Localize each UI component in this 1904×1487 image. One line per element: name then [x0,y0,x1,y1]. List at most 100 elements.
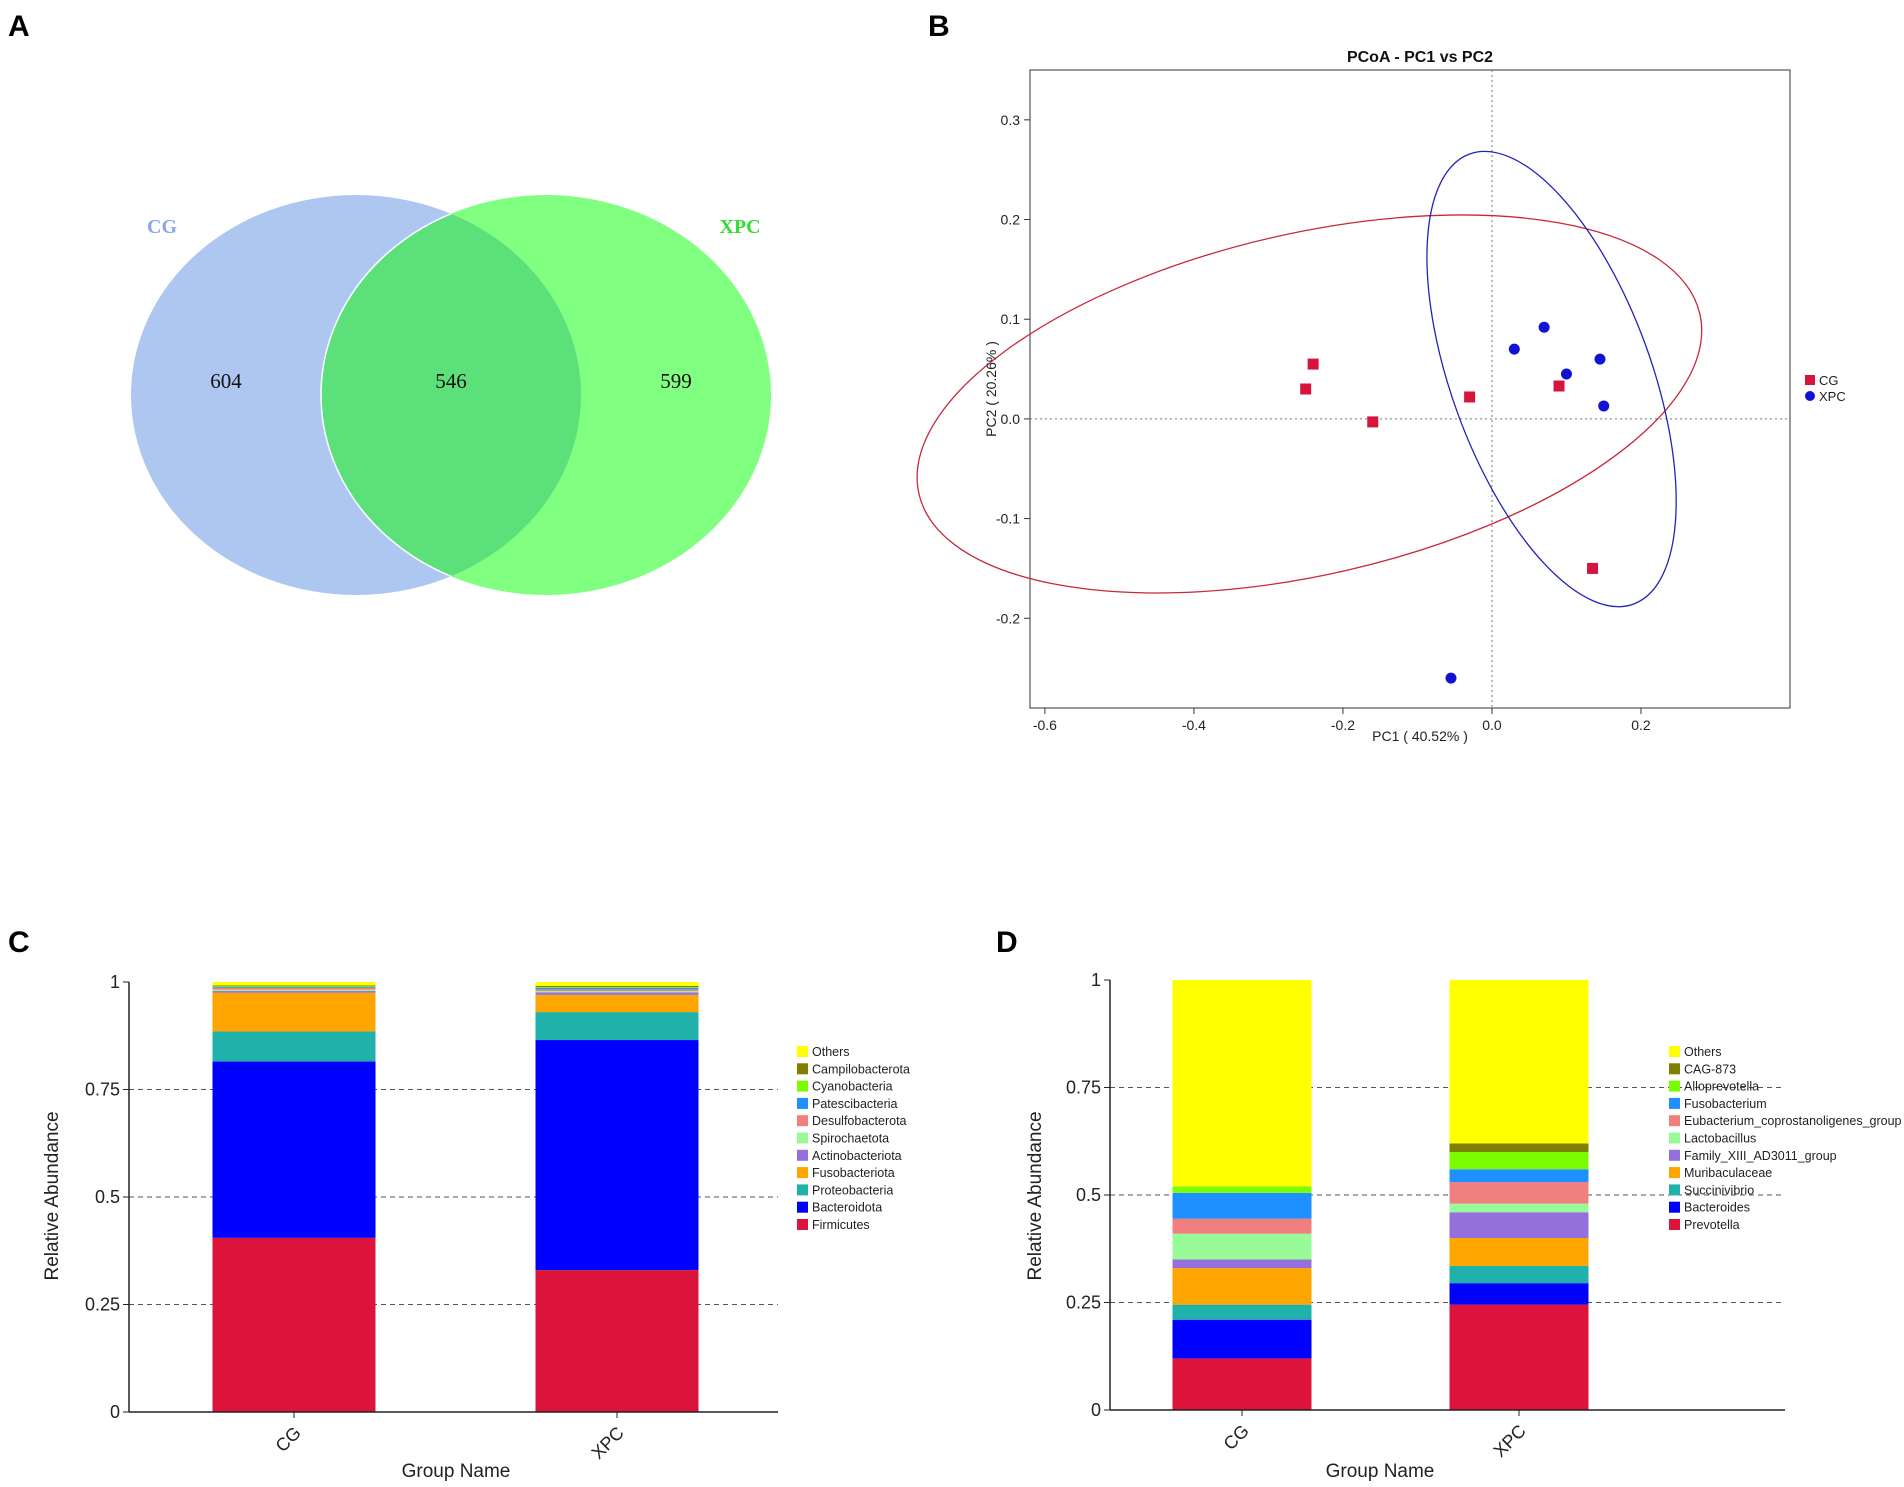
y-tick-label: 1 [110,972,120,992]
pcoa-x-tick-label: 0.0 [1482,717,1502,733]
x-tick-label: CG [1220,1421,1253,1454]
pcoa-plot-frame [1029,69,1791,709]
bar-segment-xpc-others [535,982,699,986]
legend-label: Desulfobacterota [812,1114,907,1128]
pcoa-y-tick-label: 0.3 [1001,112,1021,128]
legend-label: Family_XIII_AD3011_group [1684,1149,1837,1163]
bar-segment-xpc-spirochaetota [535,991,699,993]
bar-segment-cg-fusobacterium [1172,1192,1312,1219]
venn-intersection [320,195,581,595]
pcoa-point-xpc [1508,343,1520,355]
bar-segment-xpc-desulfobacterota [535,989,699,992]
bar-segment-xpc-family-xiii-ad3011-group [1449,1212,1589,1238]
legend-label: Eubacterium_coprostanoligenes_group [1684,1114,1902,1128]
bar-segment-xpc-actinobacteriota [535,992,699,995]
legend-swatch [797,1149,808,1161]
pcoa-title: PCoA - PC1 vs PC2 [1347,49,1493,66]
pcoa-x-axis-title: PC1 ( 40.52% ) [1372,728,1468,744]
pcoa-point-cg [1553,380,1565,392]
bar-segment-cg-firmicutes [212,1237,376,1412]
pcoa-ellipses [916,150,1703,608]
pcoa-point-xpc [1594,353,1606,365]
venn-label-cg: CG [147,216,177,238]
legend-label: Campilobacterota [812,1062,910,1076]
pcoa-point-xpc [1445,672,1457,684]
pcoa-ellipse-xpc [1426,150,1677,608]
pcoa-x-tick-label: -0.2 [1331,717,1355,733]
bar-segment-cg-succinivibrio [1172,1304,1312,1320]
bar-segment-xpc-others [1449,980,1589,1144]
panel-label-c: C [8,926,30,959]
legend-swatch [1669,1184,1680,1196]
phylum-stacked-bar-chart: 0 0.25 0.5 0.75 1 CG XPC Group Name Relative A… [42,972,910,1482]
bar-segment-xpc-proteobacteria [535,1012,699,1041]
legend-label: Proteobacteria [812,1183,893,1197]
legend-label: Cyanobacteria [812,1080,893,1094]
legend-label: Others [1684,1045,1722,1059]
y-tick-label: 0 [110,1402,120,1422]
pcoa-legend: CG XPC [1805,373,1846,404]
pcoa-y-tick-label: 0.2 [1001,212,1021,228]
bar-segment-xpc-fusobacterium [1449,1169,1589,1183]
legend-label: Bacteroidota [812,1201,882,1215]
y-tick-label: 0.25 [1066,1293,1101,1313]
bar-segment-xpc-patescibacteria [535,988,699,990]
bar-segment-xpc-eubacterium-coprostanoligenes-group [1449,1182,1589,1204]
x-tick-label: XPC [588,1423,628,1463]
phylum-bars [212,982,699,1412]
genus-legend: Others CAG-873 Alloprevotella Fusobacterium… [1669,1045,1902,1232]
legend-label: Fusobacteriota [812,1166,895,1180]
legend-swatch [1669,1080,1680,1092]
pcoa-y-tick-label: -0.1 [996,511,1020,527]
bar-segment-cg-campilobacterota [212,985,376,987]
bar-segment-xpc-cyanobacteria [535,987,699,989]
legend-swatch [1669,1149,1680,1161]
bar-segment-xpc-alloprevotella [1449,1152,1589,1170]
legend-label: Firmicutes [812,1218,870,1232]
y-tick-label: 0.5 [1076,1185,1101,1205]
bar-segment-cg-bacteroides [1172,1319,1312,1359]
legend-swatch [1669,1132,1680,1144]
bar-segment-xpc-lactobacillus [1449,1203,1589,1213]
panel-label-b: B [928,10,950,43]
genus-stacked-bar-chart: 0 0.25 0.5 0.75 1 CG XPC Group Name Relative A… [1025,970,1902,1482]
bar-segment-cg-family-xiii-ad3011-group [1172,1259,1312,1269]
pcoa-point-cg [1300,383,1312,395]
pcoa-y-tick-label: 0.1 [1001,311,1021,327]
legend-label: Spirochaetota [812,1132,889,1146]
pcoa-point-cg [1367,416,1379,428]
bar-segment-cg-spirochaetota [212,989,376,992]
legend-swatch [797,1097,808,1109]
pcoa-point-cg [1464,391,1476,403]
bar-segment-cg-bacteroidota [212,1061,376,1238]
legend-swatch [797,1201,808,1213]
pcoa-legend-cg-label: CG [1819,373,1839,388]
legend-swatch [797,1219,808,1230]
bar-segment-cg-others [212,982,376,986]
legend-label: Lactobacillus [1684,1132,1756,1146]
legend-swatch [1669,1115,1680,1127]
venn-count-intersection: 546 [435,369,467,393]
venn-count-cg: 604 [210,369,242,393]
legend-swatch [1669,1167,1680,1179]
legend-swatch [1669,1219,1680,1230]
pcoa-x-tick-label: -0.4 [1182,717,1206,733]
bar-segment-cg-lactobacillus [1172,1233,1312,1260]
bar-segment-cg-prevotella [1172,1358,1312,1410]
panel-label-d: D [996,926,1018,959]
pcoa-points [1300,321,1610,684]
bar-segment-xpc-prevotella [1449,1304,1589,1410]
genus-y-axis-title: Relative Abundance [1025,1111,1046,1280]
bar-segment-xpc-bacteroidota [535,1040,699,1271]
legend-label: Succinivibrio [1684,1183,1754,1197]
legend-label: CAG-873 [1684,1062,1736,1076]
bar-segment-cg-proteobacteria [212,1031,376,1062]
bar-segment-cg-cyanobacteria [212,986,376,988]
bar-segment-xpc-muribaculaceae [1449,1238,1589,1266]
pcoa-point-cg [1587,562,1599,574]
phylum-axes: 0 0.25 0.5 0.75 1 CG XPC [85,972,778,1463]
bar-segment-xpc-cag-873 [1449,1143,1589,1152]
legend-swatch [797,1184,808,1196]
legend-swatch [797,1080,808,1092]
legend-swatch [1669,1063,1680,1075]
